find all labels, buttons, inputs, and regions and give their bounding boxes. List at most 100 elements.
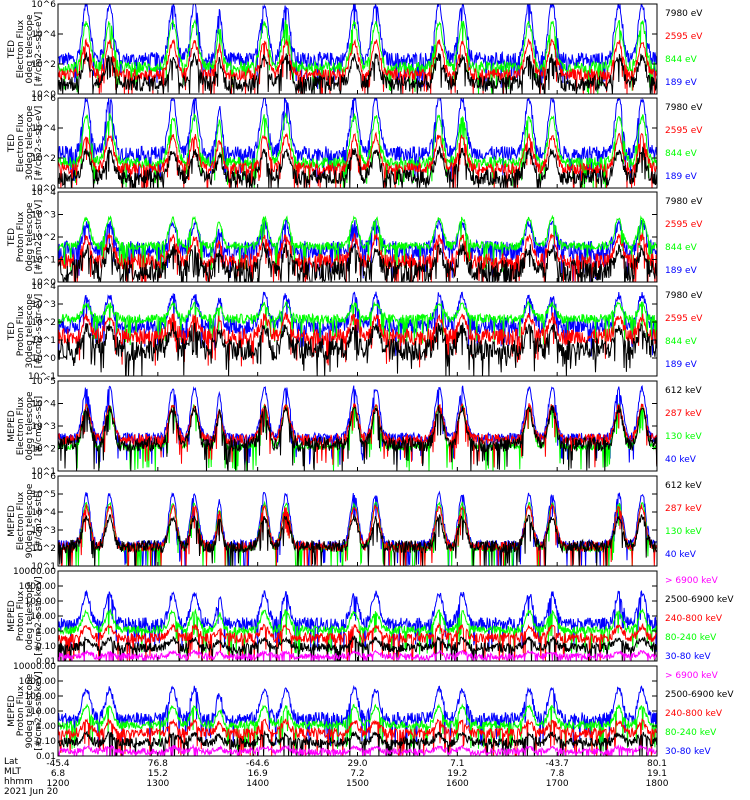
y-axis-title-line: MEPED (7, 600, 17, 632)
y-tick-label: 10^3 (31, 300, 56, 310)
y-axis-title-line: [#/cm2-s-str] (34, 396, 44, 456)
y-tick-label: 10^0 (31, 278, 56, 288)
x-label-mlt: 16.9 (248, 769, 268, 779)
x-label-mlt: 19.1 (647, 769, 667, 779)
date-label: 2021 Jun 20 (4, 787, 59, 797)
legend-entry: 189 eV (665, 360, 698, 370)
legend-entry: 80-240 keV (665, 633, 717, 643)
y-tick-label: 1.00 (36, 627, 56, 637)
y-axis-title-line: [#/cm2-s-str-keV] (34, 576, 44, 655)
x-label-lat: -45.4 (46, 759, 70, 769)
legend-entry: 2595 eV (665, 32, 703, 42)
y-axis-title-line: MEPED (7, 695, 17, 727)
legend-entry: 844 eV (665, 149, 698, 159)
legend-entry: 80-240 keV (665, 728, 717, 738)
x-label-mlt: 7.2 (350, 769, 364, 779)
x-label-lat: 76.8 (148, 759, 168, 769)
y-tick-label: 10000.00 (13, 662, 56, 672)
legend-entry: 287 keV (665, 409, 702, 419)
legend-entry: 2500-6900 keV (665, 595, 734, 605)
y-tick-label: 10^4 (31, 188, 56, 198)
y-tick-label: 10^-1 (28, 372, 56, 382)
y-tick-label: 10^2 (31, 445, 56, 455)
y-tick-label: 10^2 (31, 544, 56, 554)
y-tick-label: 10.00 (30, 612, 56, 622)
series-2595-ev (58, 311, 657, 368)
panel-5-series-group (58, 385, 657, 471)
y-axis-title: MEPEDElectron Flux90deg telescope[#/cm2-… (7, 483, 44, 558)
series-2595-ev (58, 37, 657, 94)
legend-entry: 844 eV (665, 55, 698, 65)
y-tick-label: 10^4 (31, 400, 56, 410)
y-tick-label: 10^1 (31, 256, 56, 266)
y-tick-label: 10000.00 (13, 567, 56, 577)
y-tick-label: 10^4 (31, 508, 56, 518)
y-axis-title-line: MEPED (7, 505, 17, 537)
y-axis-title-line: TED (7, 40, 17, 59)
x-label-lat: -64.6 (246, 759, 270, 769)
y-tick-label: 10^1 (31, 467, 56, 477)
y-axis-title-line: 90deg telescope (25, 673, 35, 748)
series-189-ev (58, 291, 657, 357)
legend-entry: 130 keV (665, 432, 702, 442)
y-axis-title: MEPEDProton Flux90deg telescope[#/cm2-s-… (7, 671, 44, 750)
series-240-800-kev (58, 622, 657, 661)
legend-entry: 844 eV (665, 243, 698, 253)
series-30-80-kev (58, 589, 657, 653)
legend-entry: 30-80 keV (665, 652, 711, 662)
y-tick-label: 10^6 (31, 94, 56, 104)
series-40-kev (58, 385, 657, 466)
panel-3-series-group (58, 214, 657, 282)
series-287-kev (58, 503, 657, 566)
series-189-ev (58, 98, 657, 184)
y-tick-label: 10^2 (31, 318, 56, 328)
legend-entry: 2595 eV (665, 126, 703, 136)
panel-8: 0.010.101.0010.00100.001000.0010000.00ME… (7, 662, 734, 762)
y-tick-label: 10^2 (31, 233, 56, 243)
y-axis-title: MEPEDElectron Flux0deg telescope[#/cm2-s… (7, 391, 44, 461)
x-label-lat: 7.1 (450, 759, 464, 769)
panel-7: 0.010.101.0010.00100.001000.0010000.00ME… (7, 567, 734, 667)
legend-entry: > 6900 keV (665, 671, 719, 681)
series-612-kev (58, 514, 657, 566)
y-axis-title-line: Electron Flux (16, 491, 26, 550)
series-844-ev (58, 300, 657, 346)
y-tick-label: 1.00 (36, 722, 56, 732)
y-axis-title-line: Electron Flux (16, 396, 26, 455)
x-label-hhmm: 1500 (346, 779, 369, 789)
panel-1-series-group (58, 4, 657, 94)
legend-entry: 7980 eV (665, 197, 703, 207)
y-axis-title: TEDElectron Flux0deg telescope[#/cm2-s-s… (7, 12, 44, 87)
y-tick-label: 10^0 (31, 90, 56, 100)
series-7980-ev (58, 322, 657, 376)
y-axis-title-line: Electron Flux (16, 19, 26, 78)
legend-entry: 7980 eV (665, 103, 703, 113)
x-label-hhmm: 1800 (646, 779, 669, 789)
x-label-hhmm: 1300 (146, 779, 169, 789)
panel-6-series-group (58, 490, 657, 566)
x-label-mlt: 6.8 (51, 769, 66, 779)
y-tick-label: 10.00 (30, 707, 56, 717)
y-axis-title-line: TED (7, 134, 17, 153)
y-axis-title-line: [#/cm2-s-str-eV] (34, 200, 44, 275)
legend-entry: 2595 eV (665, 220, 703, 230)
legend-entry: 240-800 keV (665, 709, 723, 719)
y-tick-label: 10^4 (31, 124, 56, 134)
y-tick-label: 10^4 (31, 282, 56, 292)
y-tick-label: 100.00 (25, 692, 57, 702)
y-tick-label: 10^1 (31, 562, 56, 572)
y-tick-label: 0.10 (36, 737, 56, 747)
x-label-lat: 80.1 (647, 759, 667, 769)
legend-entry: 30-80 keV (665, 747, 711, 757)
y-axis-title-line: 0deg telescope (25, 581, 35, 651)
y-axis-title-line: 0deg telescope (25, 391, 35, 461)
x-label-lat: 29.0 (347, 759, 367, 769)
series-844-ev (58, 214, 657, 272)
legend-entry: 130 keV (665, 527, 702, 537)
y-tick-label: 10^0 (31, 184, 56, 194)
legend-entry: > 6900 keV (665, 576, 719, 586)
y-axis-title-line: Proton Flux (16, 305, 26, 356)
